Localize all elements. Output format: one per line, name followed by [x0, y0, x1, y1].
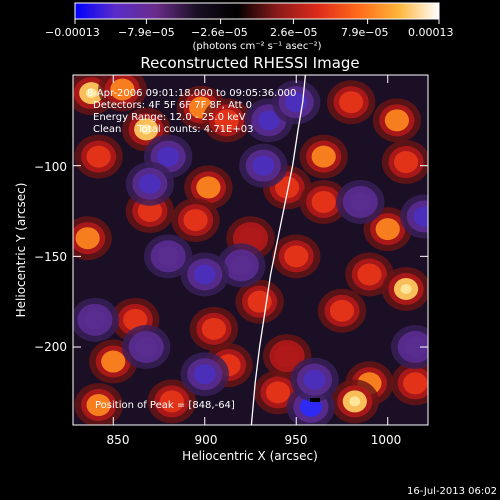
solar-limb-line: [250, 75, 307, 425]
heatmap-blob-42-layer-2: [157, 246, 180, 267]
heatmap-blob-48-layer-2: [349, 191, 372, 212]
heatmap-blob-18-layer-2: [274, 176, 300, 199]
peak-marker: [310, 398, 320, 402]
heatmap-blob-33-layer-2: [274, 345, 300, 368]
heatmap-blob-44-layer-2: [193, 364, 216, 385]
heatmap-blob-41-layer-2: [193, 264, 216, 285]
heatmap-blob-46-layer-2: [303, 369, 326, 390]
y-tick-label-minus150: −150: [34, 250, 67, 264]
x-axis-ticks: [112, 75, 389, 425]
heatmap-blob-1-layer-2: [110, 78, 135, 101]
colorbar-tick-label-2: −2.6e−05: [191, 26, 248, 39]
colorbar-tick-label-0: −0.00013: [45, 26, 100, 39]
colorbar-ticks: [74, 19, 440, 24]
heatmap-blob-13-layer-2: [159, 390, 184, 413]
heatmap-blob-37-layer-2: [257, 110, 280, 131]
heatmap-blob-3-layer-2: [86, 145, 111, 168]
heatmap-blob-49-layer-2: [404, 337, 427, 358]
colorbar-tick-label-3: 2.6e−05: [270, 26, 317, 39]
heatmap-blob-24-layer-2: [357, 263, 382, 286]
heatmap-blob-28-layer-2: [284, 245, 309, 268]
heatmap-blob-35-layer-2: [157, 146, 180, 167]
heatmap-blob-34-layer-2: [83, 309, 106, 330]
heatmap-blob-25-layer-3: [400, 283, 412, 294]
colorbar-tick-label-5: 0.00013: [408, 26, 454, 39]
heatmap-blob-5-layer-2: [214, 109, 239, 132]
y-tick-label-minus100: −100: [34, 160, 67, 174]
heatmap-blob-23-layer-2: [375, 218, 400, 241]
footer-date: 16-Jul-2013 06:02: [407, 486, 497, 497]
colorbar: −0.00013 −7.9e−05 −2.6e−05 2.6e−05 7.9e−…: [45, 2, 454, 52]
heatmap-blob-12-layer-2: [86, 394, 111, 417]
heatmap-blob-19-layer-2: [311, 145, 336, 168]
colorbar-bar: [74, 2, 440, 20]
heatmap-blob-20-layer-2: [339, 91, 364, 114]
heatmap-blob-9-layer-2: [75, 227, 100, 250]
x-tick-label-1000: 1000: [371, 433, 402, 447]
annotation-clean-counts: Clean Total counts: 4.71E+03: [93, 124, 253, 135]
y-tick-label-minus200: −200: [34, 340, 67, 354]
heatmap-blob-8-layer-2: [137, 200, 162, 223]
heatmap-blob-27-layer-2: [311, 190, 336, 213]
heatmap-blob-26-layer-2: [329, 299, 355, 322]
heatmap-blob-0-layer-3: [85, 88, 97, 99]
colorbar-tick-label-4: 7.9e−05: [341, 26, 388, 39]
heatmap-image: [73, 75, 428, 425]
heatmap-blob-39-layer-2: [252, 155, 275, 176]
heatmap-blob-36-layer-2: [138, 173, 161, 194]
heatmap-blob-47-layer-2: [413, 206, 428, 227]
heatmap-blob-6-layer-2: [196, 176, 221, 199]
heatmap-blob-30-layer-3: [349, 396, 361, 407]
x-tick-label-950: 950: [285, 433, 308, 447]
heatmap-blob-21-layer-2: [384, 109, 409, 132]
heatmap-blob-43-layer-2: [135, 337, 158, 358]
annotation-time-range: 8-Apr-2006 09:01:18.000 to 09:05:36.000: [87, 88, 296, 99]
y-axis-ticks: [73, 165, 428, 348]
heatmap-blob-10-layer-2: [123, 308, 148, 331]
heatmap-blob-40-layer-2: [230, 255, 253, 276]
heatmap-blob-11-layer-2: [101, 350, 126, 373]
colorbar-tick-label-1: −7.9e−05: [118, 26, 175, 39]
x-tick-label-850: 850: [107, 433, 130, 447]
x-tick-label-900: 900: [195, 433, 218, 447]
annotation-energy-range: Energy Range: 12.0 - 25.0 keV: [93, 112, 246, 123]
annotation-peak-position: Position of Peak = [848,-64]: [95, 400, 235, 411]
heatmap-blob-7-layer-2: [183, 209, 208, 232]
heatmap-blob-31-layer-2: [265, 381, 291, 404]
chart-title: Reconstructed RHESSI Image: [140, 54, 359, 72]
heatmap-blob-22-layer-2: [393, 151, 419, 174]
y-axis-label: Heliocentric Y (arcsec): [14, 183, 28, 318]
colorbar-units: (photons cm⁻² s⁻¹ asec⁻²): [192, 41, 321, 52]
heatmap-blob-2-layer-3: [140, 124, 152, 135]
annotation-detectors: Detectors: 4F 5F 6F 7F 8F, Att 0: [93, 100, 252, 111]
heatmap-blob-14-layer-2: [201, 317, 227, 340]
x-axis-label: Heliocentric X (arcsec): [182, 449, 318, 463]
heatmap-blob-32-layer-2: [403, 372, 428, 395]
plot-frame: [72, 74, 429, 426]
